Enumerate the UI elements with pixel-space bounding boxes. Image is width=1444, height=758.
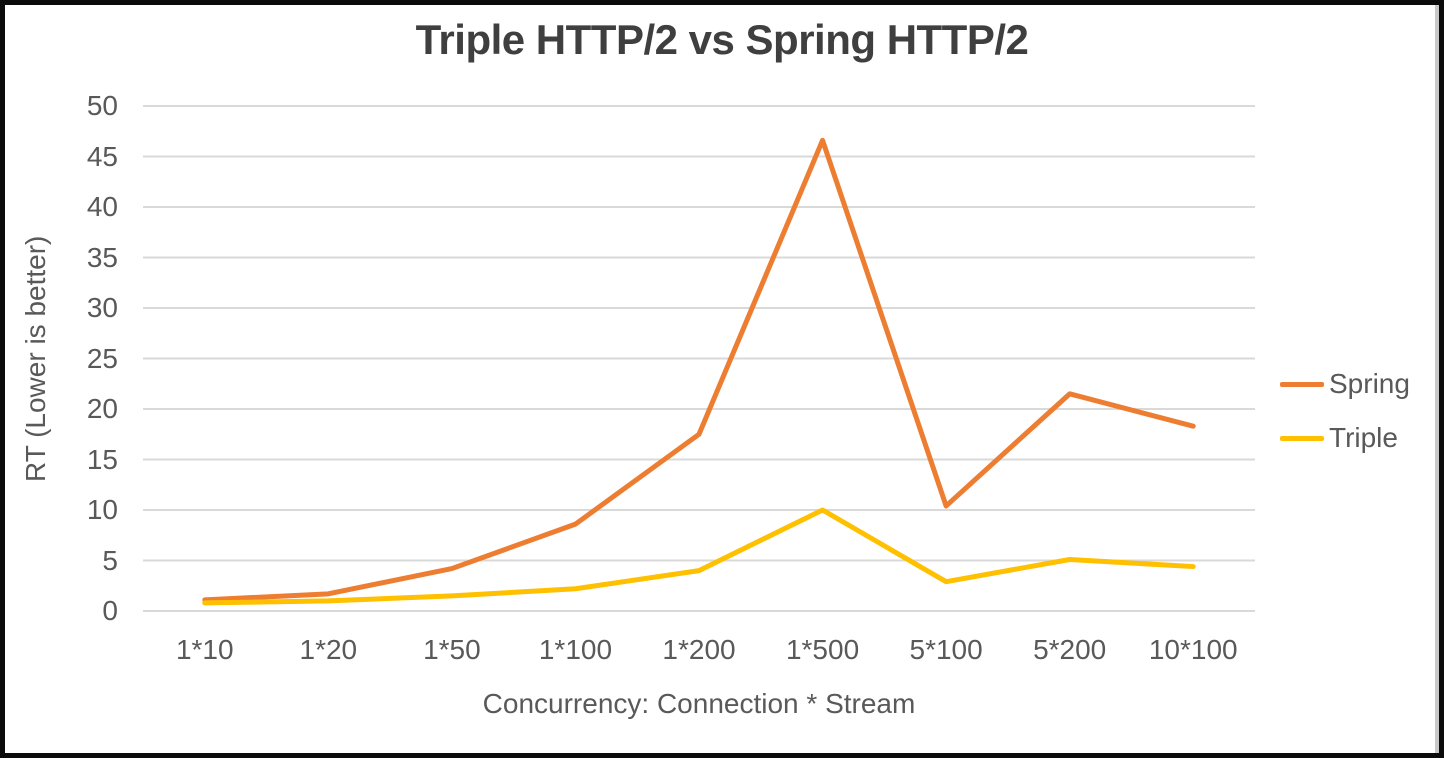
y-tick-label: 20 bbox=[86, 393, 118, 424]
x-tick-label: 1*10 bbox=[175, 634, 234, 665]
y-tick-label: 15 bbox=[86, 443, 118, 475]
legend-item-triple: Triple bbox=[1280, 424, 1410, 452]
y-tick-label: 25 bbox=[86, 342, 118, 374]
series-line-triple bbox=[202, 507, 1196, 606]
x-tick-label: 1*500 bbox=[785, 634, 860, 665]
y-tick-label: 30 bbox=[86, 292, 118, 323]
legend-swatch-icon bbox=[1280, 381, 1324, 387]
x-tick-label: 1*20 bbox=[299, 634, 358, 665]
y-tick-label: 40 bbox=[86, 191, 118, 222]
x-tick-label: 5*200 bbox=[1033, 634, 1107, 665]
x-tick-label: 5*100 bbox=[909, 634, 983, 665]
y-tick-label: 45 bbox=[86, 140, 118, 172]
x-tick-label: 10*100 bbox=[1148, 634, 1238, 665]
legend-label: Triple bbox=[1329, 422, 1398, 453]
legend-label: Spring bbox=[1329, 368, 1410, 399]
legend-swatch-icon bbox=[1280, 435, 1324, 441]
chart-title: Triple HTTP/2 vs Spring HTTP/2 bbox=[415, 16, 1029, 63]
y-tick-label: 50 bbox=[86, 90, 118, 121]
legend: Spring Triple bbox=[1280, 370, 1410, 452]
y-tick-label: 35 bbox=[86, 241, 118, 273]
y-tick-label: 0 bbox=[102, 595, 118, 626]
series-line-spring bbox=[202, 137, 1196, 603]
y-tick-label: 10 bbox=[86, 494, 118, 525]
x-tick-label: 1*50 bbox=[423, 634, 481, 665]
x-axis-title: Concurrency: Connection * Stream bbox=[482, 688, 916, 719]
y-tick-label: 5 bbox=[102, 544, 118, 576]
legend-item-spring: Spring bbox=[1280, 370, 1410, 398]
x-tick-label: 1*200 bbox=[662, 634, 736, 665]
x-tick-label: 1*100 bbox=[538, 634, 613, 665]
